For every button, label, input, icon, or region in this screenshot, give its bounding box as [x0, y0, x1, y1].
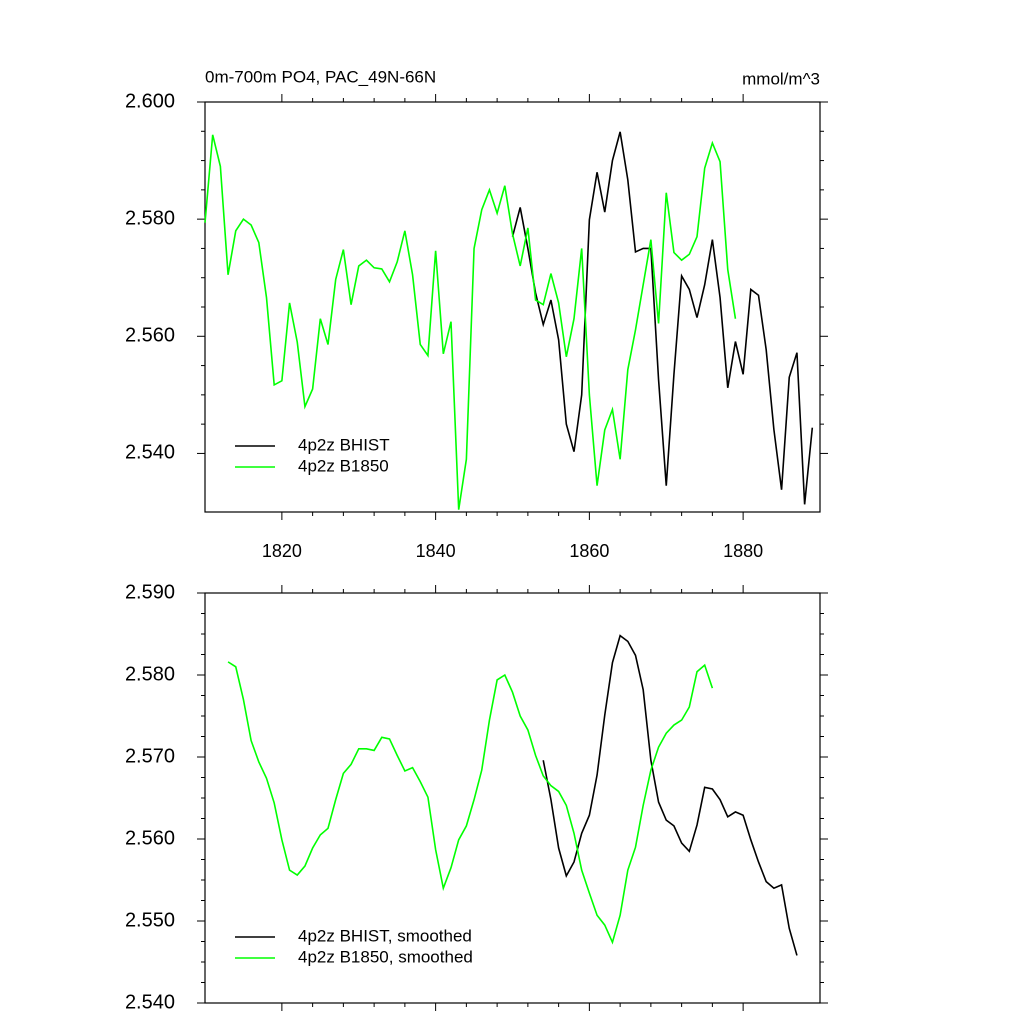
units-label: mmol/m^3 — [742, 69, 820, 88]
y-tick-label: 2.540 — [125, 442, 175, 464]
plot-frame — [204, 101, 821, 513]
x-tick-label: 1820 — [262, 541, 302, 561]
y-tick-label: 2.560 — [125, 325, 175, 347]
y-tick-label: 2.570 — [125, 745, 175, 767]
data-line — [204, 134, 737, 510]
chart-title: 0m-700m PO4, PAC_49N-66N — [205, 67, 436, 86]
legend-label: 4p2z B1850 — [298, 456, 389, 475]
legend-label: 4p2z BHIST, smoothed — [298, 926, 472, 945]
x-tick-label: 1860 — [569, 541, 609, 561]
x-tick-label: 1880 — [723, 541, 763, 561]
y-tick-label: 2.550 — [125, 909, 175, 931]
legend-label: 4p2z B1850, smoothed — [298, 947, 473, 966]
data-line — [542, 634, 798, 956]
data-line — [227, 661, 714, 945]
y-tick-label: 2.580 — [125, 207, 175, 229]
y-tick-label: 2.560 — [125, 827, 175, 849]
y-tick-label: 2.600 — [125, 90, 175, 112]
plot-frame — [204, 592, 821, 1004]
data-line — [511, 131, 814, 505]
y-tick-label: 2.540 — [125, 991, 175, 1013]
legend-label: 4p2z BHIST — [298, 435, 390, 454]
x-tick-label: 1840 — [416, 541, 456, 561]
y-tick-label: 2.580 — [125, 663, 175, 685]
y-tick-label: 2.590 — [125, 581, 175, 603]
